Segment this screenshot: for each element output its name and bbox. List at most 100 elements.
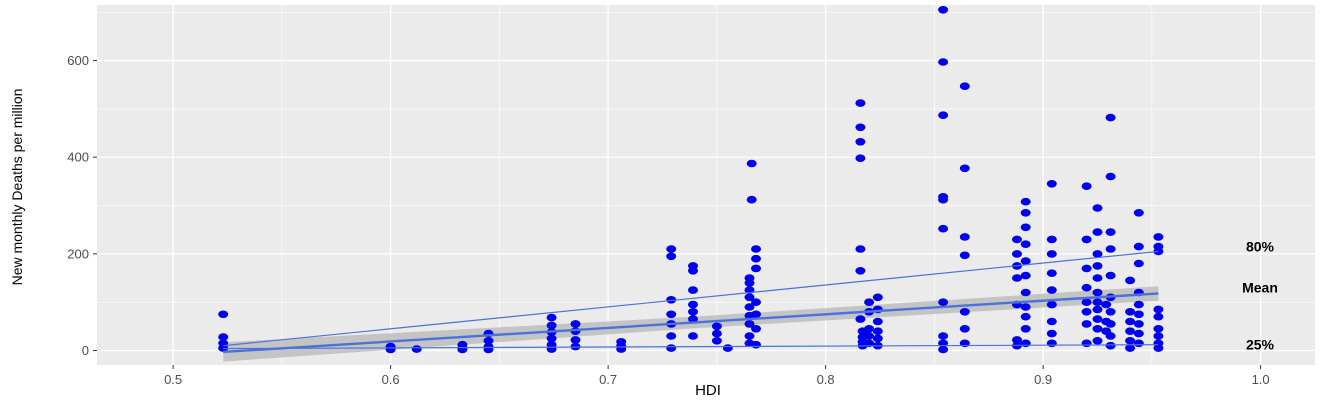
data-point xyxy=(1081,320,1092,328)
data-point xyxy=(1133,329,1144,338)
data-point xyxy=(1092,305,1103,314)
data-point xyxy=(1046,269,1057,278)
data-point xyxy=(1133,259,1144,268)
data-point xyxy=(855,123,866,132)
fit-line-mean xyxy=(223,292,1159,354)
data-point xyxy=(1046,329,1057,338)
data-point xyxy=(1092,262,1103,270)
data-point xyxy=(1133,209,1144,217)
data-point xyxy=(218,333,229,341)
data-point xyxy=(959,82,970,90)
data-point xyxy=(1105,308,1116,316)
data-point xyxy=(1020,197,1031,206)
data-point xyxy=(1081,235,1092,244)
data-point xyxy=(1125,317,1136,326)
data-point xyxy=(1081,308,1092,316)
fit-lines xyxy=(223,250,1159,354)
data-point xyxy=(1046,339,1057,348)
annotation-label: 80% xyxy=(1246,239,1275,255)
data-point xyxy=(1105,341,1116,350)
data-point xyxy=(1105,228,1116,236)
data-point xyxy=(751,264,761,273)
data-point xyxy=(938,345,949,354)
y-tick-label: 400 xyxy=(67,150,89,165)
data-point xyxy=(1153,332,1164,340)
y-axis-title: New monthly Deaths per million xyxy=(9,89,25,286)
data-point xyxy=(855,154,866,162)
data-point xyxy=(1012,274,1022,282)
x-tick-label: 0.7 xyxy=(599,372,617,387)
y-tick-label: 0 xyxy=(82,343,89,358)
data-point xyxy=(938,195,949,204)
data-point xyxy=(1020,339,1031,348)
data-points xyxy=(218,6,1164,354)
data-point xyxy=(1092,288,1103,297)
data-point xyxy=(751,340,761,349)
annotation-label: Mean xyxy=(1242,280,1278,296)
data-point xyxy=(938,224,949,233)
data-point xyxy=(546,321,557,330)
data-point xyxy=(688,300,698,309)
data-point xyxy=(666,252,677,261)
data-point xyxy=(744,320,755,328)
data-point xyxy=(1012,235,1022,244)
data-point xyxy=(872,293,883,302)
data-point xyxy=(711,329,722,338)
data-point xyxy=(722,344,733,352)
data-point xyxy=(1092,337,1103,345)
data-point xyxy=(864,339,875,348)
data-point xyxy=(1133,320,1144,328)
data-point xyxy=(872,334,883,343)
data-point xyxy=(1020,312,1031,321)
data-point xyxy=(1133,339,1144,348)
data-point xyxy=(1105,245,1116,253)
data-point xyxy=(1020,240,1031,248)
data-point xyxy=(1046,317,1057,326)
data-point xyxy=(938,332,949,340)
data-point xyxy=(1046,235,1057,244)
data-point xyxy=(746,159,757,168)
data-point xyxy=(855,267,866,275)
data-point xyxy=(744,303,755,311)
data-point xyxy=(1020,257,1031,265)
data-point xyxy=(959,251,970,260)
x-tick-label: 0.6 xyxy=(382,372,400,387)
data-point xyxy=(483,337,494,345)
data-point xyxy=(1092,298,1103,307)
data-point xyxy=(1092,250,1103,258)
data-point xyxy=(938,111,949,119)
line-annotations: 80% Mean 25% xyxy=(1242,239,1278,353)
data-point xyxy=(1105,332,1116,340)
data-point xyxy=(1081,264,1092,273)
data-point xyxy=(1092,325,1103,333)
data-point xyxy=(1133,300,1144,309)
data-point xyxy=(1105,172,1116,181)
fit-line-25-pct xyxy=(223,344,1159,350)
data-point xyxy=(1092,228,1103,236)
data-point xyxy=(1092,204,1103,212)
data-point xyxy=(1020,325,1031,333)
data-point xyxy=(959,308,970,316)
data-point xyxy=(744,279,755,287)
data-point xyxy=(959,164,970,173)
data-point xyxy=(711,322,722,331)
data-point xyxy=(570,336,581,344)
data-point xyxy=(666,310,677,319)
data-point xyxy=(855,245,866,253)
data-point xyxy=(1012,250,1022,258)
data-point xyxy=(1125,327,1136,336)
data-point xyxy=(1046,250,1057,258)
data-point xyxy=(1125,344,1136,352)
data-point xyxy=(1153,325,1164,333)
data-point xyxy=(688,308,698,316)
data-point xyxy=(751,254,761,263)
data-point xyxy=(744,332,755,340)
x-tick-label: 0.9 xyxy=(1034,372,1052,387)
data-point xyxy=(864,325,875,333)
data-point xyxy=(959,233,970,241)
data-point xyxy=(711,337,722,345)
y-tick-label: 600 xyxy=(67,53,89,68)
data-point xyxy=(1081,182,1092,190)
data-point xyxy=(864,298,875,307)
